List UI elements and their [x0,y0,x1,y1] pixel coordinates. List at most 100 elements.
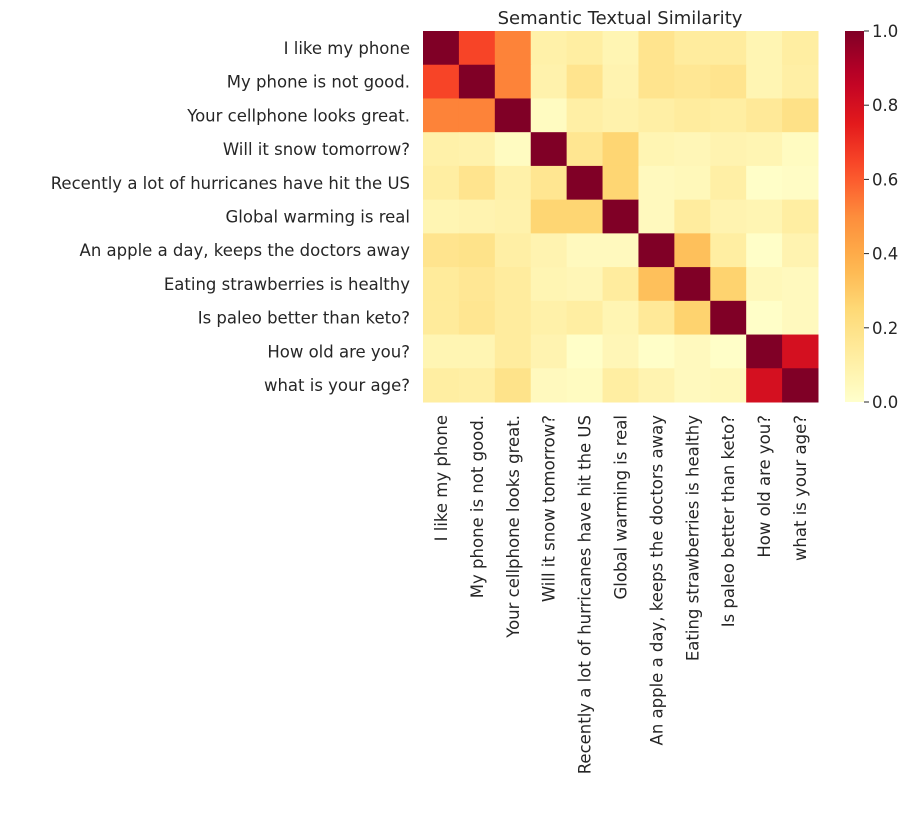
colorbar-tick-label: 0.4 [872,245,898,264]
heatmap-cell [782,165,819,201]
heatmap-cell [674,98,711,133]
heatmap-cell [566,165,604,201]
heatmap-cell [638,199,675,234]
heatmap-cell [494,132,532,167]
heatmap-cell [782,368,819,403]
heatmap-cell [423,300,460,336]
heatmap-cell [566,334,604,369]
heatmap-cell [710,334,747,369]
heatmap-cell [566,132,604,167]
heatmap-cell [782,98,819,133]
heatmap-cell [674,300,711,336]
heatmap-cell [638,334,675,369]
y-tick-label: How old are you? [267,342,410,361]
x-tick-label: Is paleo better than keto? [719,415,738,627]
x-tick-label: An apple a day, keeps the doctors away [647,415,666,746]
heatmap-cell [423,334,460,369]
heatmap-cell [638,233,675,268]
heatmap-cell [674,267,711,302]
heatmap-cell [602,368,639,403]
y-tick-label: My phone is not good. [227,73,410,92]
heatmap-cell [746,267,783,302]
y-tick-label: Will it snow tomorrow? [223,140,410,159]
heatmap-cell [638,165,675,201]
heatmap-cell [602,165,639,201]
heatmap-cell [458,300,496,336]
heatmap-cell [638,300,675,336]
x-tick-label: I like my phone [432,415,451,541]
heatmap-cell [602,199,639,234]
y-tick-label: Your cellphone looks great. [186,106,410,125]
colorbar-tick-label: 1.0 [872,22,898,41]
heatmap-cell [423,267,460,302]
heatmap-cell [423,233,460,268]
heatmap-cell [674,233,711,268]
heatmap-cell [458,31,496,66]
chart-title: Semantic Textual Similarity [498,8,743,29]
heatmap-cell [674,64,711,99]
heatmap-cell [602,233,639,268]
heatmap-cell [638,98,675,133]
heatmap-cell [423,165,460,201]
x-tick-label: Recently a lot of hurricanes have hit th… [576,415,595,774]
heatmap-cell [494,199,532,234]
heatmap-cell [710,368,747,403]
y-tick-label: Recently a lot of hurricanes have hit th… [51,174,410,193]
heatmap-cell [782,132,819,167]
heatmap-cell [638,132,675,167]
heatmap-cell [458,165,496,201]
heatmap-cell [566,31,604,66]
heatmap-cell [458,132,496,167]
heatmap-cell [782,233,819,268]
heatmap-cell [423,64,460,99]
heatmap-cell [494,165,532,201]
colorbar-tick-label: 0.6 [872,170,898,189]
y-tick-label: Global warming is real [225,208,410,227]
heatmap-cell [638,64,675,99]
heatmap-cell [494,233,532,268]
x-tick-label: Your cellphone looks great. [504,415,523,639]
heatmap-cell [530,368,568,403]
heatmap-cell [566,199,604,234]
x-tick-label: what is your age? [791,415,810,561]
heatmap-cell [494,98,532,133]
heatmap-cell [566,98,604,133]
heatmap-cell [674,334,711,369]
heatmap-cell [566,267,604,302]
heatmap-cell [458,233,496,268]
heatmap-cell [710,132,747,167]
heatmap-cell [494,334,532,369]
heatmap-cell [423,368,460,403]
heatmap-cell [530,300,568,336]
x-tick-label: Global warming is real [612,415,631,600]
heatmap-cell [674,31,711,66]
heatmap-cell [530,64,568,99]
heatmap-cell [746,233,783,268]
heatmap-cell [674,132,711,167]
heatmap-cell [674,165,711,201]
heatmap-cell [423,31,460,66]
colorbar-tick-label: 0.0 [872,393,898,412]
x-tick-label: Eating strawberries is healthy [683,415,702,661]
heatmap-cell [458,98,496,133]
heatmap-cell [710,300,747,336]
heatmap-cell [746,334,783,369]
heatmap-cell [674,199,711,234]
x-tick-label: My phone is not good. [468,415,487,598]
colorbar-tick-label: 0.2 [872,319,898,338]
heatmap-cell [530,98,568,133]
x-tick-label: How old are you? [755,415,774,558]
heatmap-cell [602,267,639,302]
heatmap-cell [638,267,675,302]
heatmap-cell [710,199,747,234]
heatmap-cell [423,98,460,133]
heatmap-cell [710,64,747,99]
heatmap-cell [746,368,783,403]
heatmap-cell [602,64,639,99]
heatmap-cell [458,199,496,234]
heatmap-cell [530,31,568,66]
heatmap-cell [782,334,819,369]
heatmap-cell [423,199,460,234]
heatmap-cell [602,132,639,167]
heatmap-cell [530,165,568,201]
